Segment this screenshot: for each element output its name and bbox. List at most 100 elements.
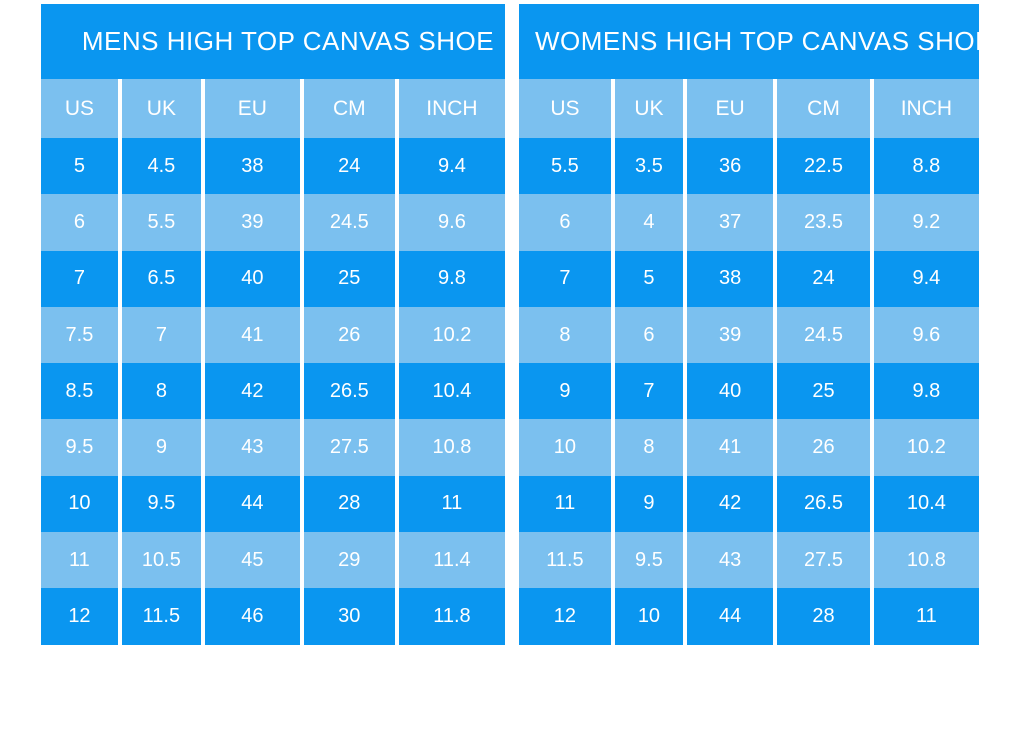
size-cell: 9.5 xyxy=(610,532,686,589)
mens-chart-title: MENS HIGH TOP CANVAS SHOE xyxy=(41,4,505,79)
size-cell: 7.5 xyxy=(41,306,120,364)
size-cell: 25 xyxy=(299,250,397,307)
size-cell: 11.8 xyxy=(394,588,505,645)
mens-size-chart: MENS HIGH TOP CANVAS SHOE US UK EU CM IN… xyxy=(41,4,505,645)
size-cell: 22.5 xyxy=(773,138,872,195)
size-cell: 9.4 xyxy=(394,138,505,195)
column-header-uk: UK xyxy=(610,79,686,138)
size-cell: 10.2 xyxy=(869,419,979,476)
table-row: 7 5 38 24 9.4 xyxy=(519,250,979,307)
size-cell: 36 xyxy=(683,138,776,195)
size-cell: 5.5 xyxy=(519,138,613,195)
table-row: 11 9 42 26.5 10.4 xyxy=(519,475,979,533)
size-cell: 41 xyxy=(200,306,302,364)
womens-size-table: US UK EU CM INCH 5.5 3.5 36 22.5 8.8 6 4 37 23.5… xyxy=(519,79,979,645)
size-cell: 9.5 xyxy=(117,475,203,533)
table-row: 10 8 41 26 10.2 xyxy=(519,419,979,476)
size-cell: 28 xyxy=(773,588,872,645)
header-row: US UK EU CM INCH xyxy=(41,79,505,138)
size-cell: 7 xyxy=(610,363,686,420)
size-cell: 10.8 xyxy=(394,419,505,476)
size-cell: 9.5 xyxy=(41,419,120,476)
size-cell: 5 xyxy=(610,250,686,307)
size-cell: 11.5 xyxy=(519,532,613,589)
size-cell: 11 xyxy=(394,475,505,533)
size-cell: 12 xyxy=(519,588,613,645)
size-cell: 9 xyxy=(519,363,613,420)
size-cell: 27.5 xyxy=(773,532,872,589)
column-header-inch: INCH xyxy=(394,79,505,138)
table-row: 12 11.5 46 30 11.8 xyxy=(41,588,505,645)
size-cell: 24 xyxy=(773,250,872,307)
size-cell: 5 xyxy=(41,138,120,195)
size-cell: 10.2 xyxy=(394,306,505,364)
size-cell: 23.5 xyxy=(773,194,872,251)
size-cell: 26 xyxy=(773,419,872,476)
size-cell: 7 xyxy=(117,306,203,364)
table-row: 7.5 7 41 26 10.2 xyxy=(41,306,505,364)
size-cell: 46 xyxy=(200,588,302,645)
table-row: 8 6 39 24.5 9.6 xyxy=(519,306,979,364)
size-cell: 44 xyxy=(200,475,302,533)
size-cell: 11 xyxy=(519,475,613,533)
size-cell: 9 xyxy=(610,475,686,533)
size-cell: 11 xyxy=(869,588,979,645)
size-cell: 42 xyxy=(200,363,302,420)
table-row: 6 5.5 39 24.5 9.6 xyxy=(41,194,505,251)
size-cell: 26.5 xyxy=(299,363,397,420)
size-cell: 42 xyxy=(683,475,776,533)
size-cell: 40 xyxy=(200,250,302,307)
womens-size-chart: WOMENS HIGH TOP CANVAS SHOE US UK EU CM … xyxy=(519,4,993,645)
table-row: 5 4.5 38 24 9.4 xyxy=(41,138,505,195)
size-cell: 9.2 xyxy=(869,194,979,251)
size-cell: 5.5 xyxy=(117,194,203,251)
size-cell: 9 xyxy=(117,419,203,476)
size-cell: 7 xyxy=(41,250,120,307)
mens-table-body: 5 4.5 38 24 9.4 6 5.5 39 24.5 9.6 7 6.5 40 25 9.8 7.5 7 4… xyxy=(41,138,505,645)
size-cell: 44 xyxy=(683,588,776,645)
womens-chart-title: WOMENS HIGH TOP CANVAS SHOE xyxy=(519,4,993,79)
size-cell: 41 xyxy=(683,419,776,476)
size-cell: 28 xyxy=(299,475,397,533)
column-header-us: US xyxy=(41,79,120,138)
size-cell: 9.6 xyxy=(394,194,505,251)
size-cell: 8 xyxy=(117,363,203,420)
table-row: 11 10.5 45 29 11.4 xyxy=(41,532,505,589)
table-row: 6 4 37 23.5 9.2 xyxy=(519,194,979,251)
table-row: 11.5 9.5 43 27.5 10.8 xyxy=(519,532,979,589)
womens-table-body: 5.5 3.5 36 22.5 8.8 6 4 37 23.5 9.2 7 5 38 24 9.4 8 6 39 2… xyxy=(519,138,979,645)
size-cell: 6 xyxy=(41,194,120,251)
mens-table-header: US UK EU CM INCH xyxy=(41,79,505,138)
column-header-cm: CM xyxy=(299,79,397,138)
size-cell: 6.5 xyxy=(117,250,203,307)
size-cell: 12 xyxy=(41,588,120,645)
size-cell: 4 xyxy=(610,194,686,251)
size-cell: 8.5 xyxy=(41,363,120,420)
mens-size-table: US UK EU CM INCH 5 4.5 38 24 9.4 6 5.5 39 24.5 9.… xyxy=(41,79,505,645)
size-cell: 6 xyxy=(610,306,686,364)
table-row: 12 10 44 28 11 xyxy=(519,588,979,645)
size-cell: 30 xyxy=(299,588,397,645)
size-cell: 6 xyxy=(519,194,613,251)
size-cell: 10.8 xyxy=(869,532,979,589)
size-cell: 43 xyxy=(683,532,776,589)
size-cell: 10.5 xyxy=(117,532,203,589)
size-cell: 29 xyxy=(299,532,397,589)
size-cell: 11.4 xyxy=(394,532,505,589)
size-cell: 25 xyxy=(773,363,872,420)
column-header-inch: INCH xyxy=(869,79,979,138)
size-cell: 39 xyxy=(200,194,302,251)
table-row: 8.5 8 42 26.5 10.4 xyxy=(41,363,505,420)
column-header-uk: UK xyxy=(117,79,203,138)
size-cell: 10 xyxy=(41,475,120,533)
table-row: 10 9.5 44 28 11 xyxy=(41,475,505,533)
table-row: 9 7 40 25 9.8 xyxy=(519,363,979,420)
table-row: 5.5 3.5 36 22.5 8.8 xyxy=(519,138,979,195)
size-cell: 24.5 xyxy=(773,306,872,364)
size-cell: 9.6 xyxy=(869,306,979,364)
column-header-cm: CM xyxy=(773,79,872,138)
size-cell: 26.5 xyxy=(773,475,872,533)
size-cell: 10.4 xyxy=(869,475,979,533)
size-cell: 40 xyxy=(683,363,776,420)
size-cell: 10 xyxy=(610,588,686,645)
